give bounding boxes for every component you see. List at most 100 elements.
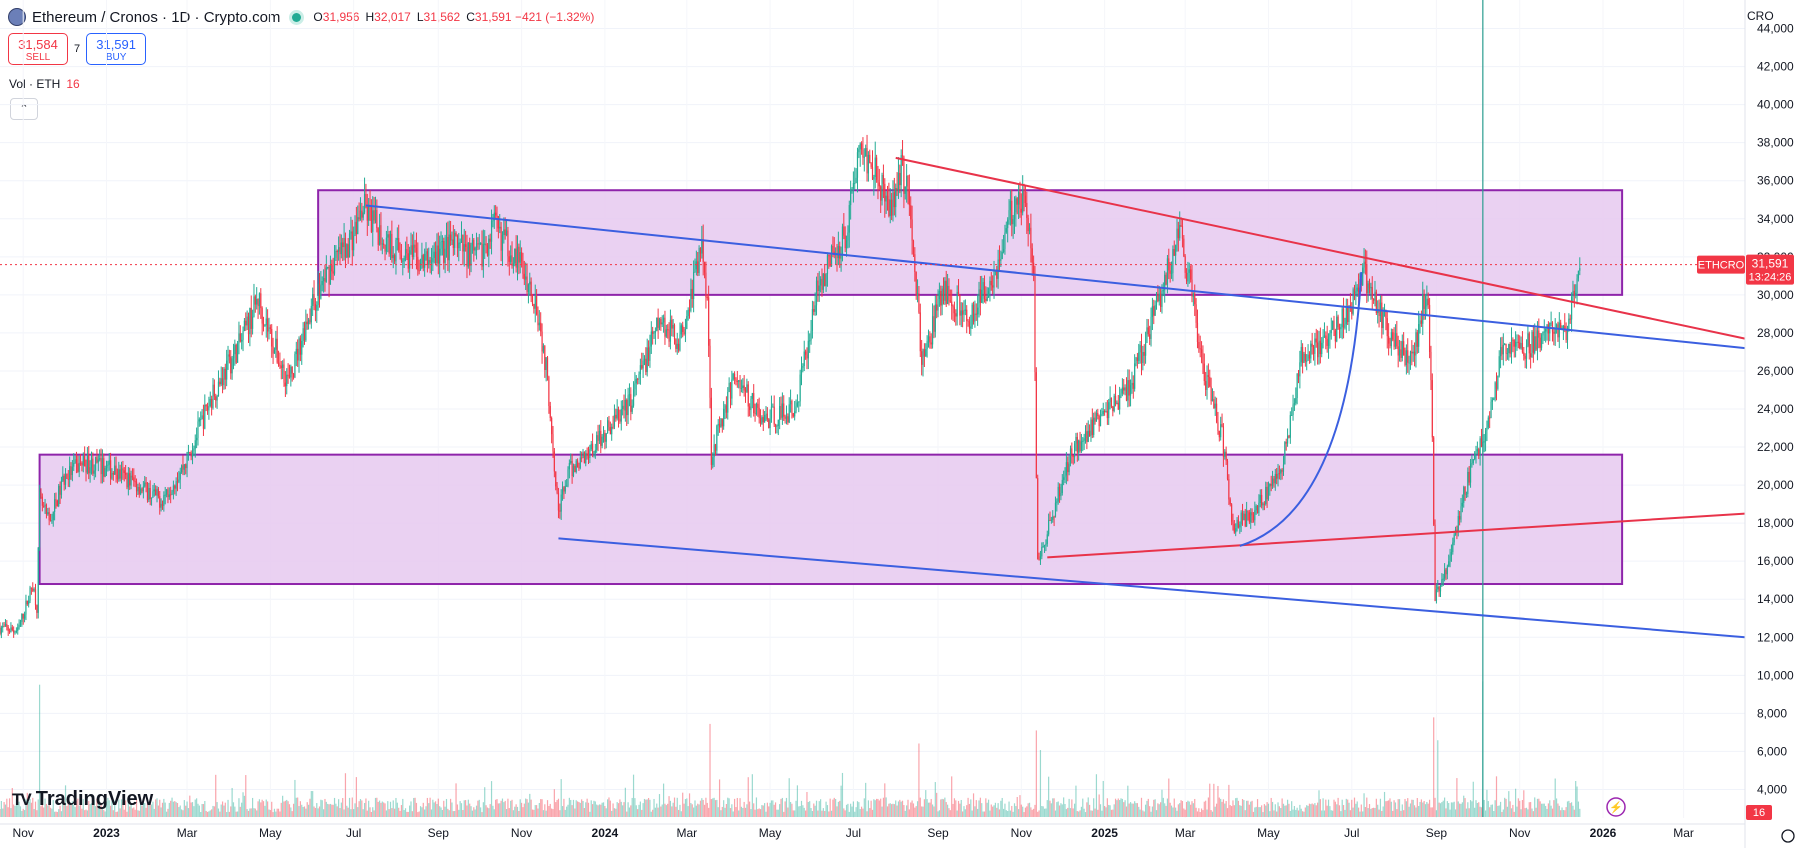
candle-body: [1256, 506, 1259, 513]
candle-body: [45, 504, 48, 515]
candle-body: [179, 472, 181, 480]
candle-body: [1528, 333, 1530, 354]
candle-body: [944, 280, 946, 301]
candle-body: [1235, 528, 1237, 533]
volume-bar: [170, 800, 172, 817]
candle-body: [593, 452, 595, 454]
currency-label[interactable]: CRO: [1747, 9, 1774, 23]
candle-body: [574, 465, 576, 472]
volume-bar: [1221, 801, 1223, 817]
candle-body: [62, 475, 64, 481]
volume-bar: [897, 801, 900, 817]
volume-bar: [108, 800, 110, 817]
candle-body: [88, 454, 90, 474]
candle-body: [1381, 302, 1383, 329]
volume-bar: [307, 804, 310, 817]
volume-bar: [536, 805, 538, 817]
volume-bar: [1530, 802, 1532, 817]
candle-body: [1150, 316, 1152, 339]
candle-body: [1247, 510, 1249, 513]
volume-bar: [286, 799, 288, 817]
volume-bar: [89, 804, 91, 817]
candle-body: [159, 496, 161, 508]
candle-body: [1162, 290, 1164, 292]
volume-bar: [749, 801, 751, 817]
volume-bar: [25, 798, 27, 817]
volume-bar: [351, 797, 353, 817]
volume-bar: [522, 807, 524, 817]
candle-body: [376, 210, 378, 229]
volume-bar: [1016, 797, 1018, 817]
candle-body: [1064, 475, 1066, 478]
volume-bar: [54, 811, 56, 817]
candle-body: [1319, 340, 1321, 355]
volume-bar: [770, 800, 773, 817]
volume-bar: [329, 803, 332, 817]
candle-body: [753, 393, 755, 414]
candle-body: [852, 183, 854, 189]
candle-body: [325, 267, 327, 282]
candle-body: [115, 465, 117, 475]
volume-legend[interactable]: Vol · ETH 16: [9, 77, 80, 91]
candle-body: [975, 313, 977, 315]
candle-body: [1119, 395, 1121, 410]
volume-bar: [384, 803, 386, 817]
volume-bar: [1299, 804, 1301, 817]
candle-body: [1341, 308, 1343, 328]
volume-bar: [14, 805, 16, 817]
volume-bar: [751, 774, 753, 817]
candle-body: [70, 466, 72, 476]
volume-bar: [1136, 803, 1138, 817]
candle-body: [1195, 304, 1197, 323]
volume-bar: [717, 807, 719, 817]
candle-body: [1013, 212, 1016, 219]
candle-body: [276, 338, 278, 363]
volume-bar: [1250, 801, 1252, 817]
candle-body: [650, 331, 652, 347]
volume-bar: [798, 806, 800, 817]
volume-bar: [1293, 806, 1296, 817]
volume-bar: [470, 806, 472, 817]
volume-bar: [1269, 811, 1271, 817]
volume-bar: [915, 806, 917, 817]
candle-body: [922, 349, 924, 365]
candle-body: [303, 328, 306, 341]
volume-bar: [155, 799, 157, 817]
collapse-legend-button[interactable]: ⌃: [10, 98, 38, 120]
volume-bar: [381, 801, 383, 817]
candle-body: [672, 324, 674, 329]
volume-bar: [1162, 797, 1164, 817]
volume-bar: [391, 808, 393, 817]
volume-bar: [727, 797, 729, 817]
volume-bar: [11, 787, 13, 817]
candle-body: [1472, 459, 1474, 464]
candle-body: [357, 217, 359, 235]
candle-body: [1005, 228, 1007, 233]
volume-bar: [116, 811, 119, 817]
volume-bar: [1367, 808, 1369, 817]
candle-body: [942, 288, 945, 301]
volume-bar: [1435, 810, 1438, 817]
candle-body: [738, 380, 740, 382]
volume-bar: [1273, 810, 1275, 817]
volume-bar: [515, 804, 517, 817]
candle-body: [682, 325, 684, 332]
candle-body: [590, 443, 592, 450]
candle-body: [1545, 328, 1547, 332]
volume-bar: [175, 802, 177, 817]
candle-body: [37, 547, 39, 613]
candle-body: [209, 398, 211, 406]
candle-body: [193, 448, 195, 451]
candle-body: [602, 432, 605, 437]
candle-body: [732, 373, 734, 380]
candle-body: [522, 261, 524, 274]
candle-body: [1302, 347, 1304, 363]
tradingview-logo[interactable]: TV TradingView: [12, 788, 153, 811]
symbol-title[interactable]: Ethereum / Cronos · 1D · Crypto.com: [32, 8, 281, 26]
volume-bar: [904, 810, 906, 817]
candle-body: [299, 338, 301, 355]
candle-body: [1525, 345, 1528, 359]
sell-button[interactable]: 31,584 SELL: [8, 33, 68, 65]
candle-body: [1113, 395, 1115, 411]
